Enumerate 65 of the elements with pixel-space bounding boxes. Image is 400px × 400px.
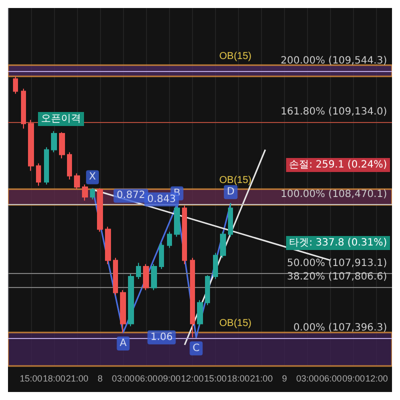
band-label: OB(15) [219,318,252,330]
candlestick [220,231,226,258]
candlestick [97,188,103,232]
x-tick-label: 03:00 [296,374,319,384]
candlestick [13,76,18,94]
candlestick [151,264,157,291]
candlestick [51,130,57,153]
x-tick-label: 06:00 [134,374,158,384]
candlestick [182,205,187,265]
ref-line-label: 38.20% (107,806.6) [286,271,388,282]
band-label: OB(15) [219,174,252,186]
annotation: B [174,188,181,199]
x-tick-label: 03:00 [112,374,134,384]
ref-line-label: 200.00% (109,544.3) [280,55,388,66]
x-tick-label: 9 [282,374,287,384]
candlestick [159,242,164,270]
candlestick [113,257,118,296]
annotation: D [226,186,235,198]
x-tick-label: 15:00 [204,374,227,384]
ref-line-label: 50.00% (107,913.1) [286,258,388,270]
ref-line-label: 100.00% (108,470.1) [280,188,388,200]
x-tick-label: 15:00 [20,374,42,384]
annotation: C [192,342,200,354]
annotation: A [120,338,127,349]
candlestick [21,88,26,130]
annotation: 0.843 [147,194,176,205]
ref-line-label: 0.00% (107,396.3) [293,322,388,334]
x-tick-label: 18:00 [42,374,66,384]
ref-line-label: 161.80% (109,134.0) [280,106,388,118]
candlestick [90,188,95,200]
x-tick-label: 18:00 [227,374,250,384]
annotation: 오픈이격 [41,114,81,124]
candlestick [167,231,172,248]
band-label: OB(15) [219,50,252,62]
candlestick [190,257,195,338]
x-tick-label: 21:00 [250,374,273,384]
candlestick [136,262,141,280]
annotation: X [89,172,96,183]
candlestick [82,184,88,202]
candlestick [120,290,126,333]
candlestick [205,274,210,306]
x-tick-label: 09:00 [158,374,181,384]
x-tick-label: 06:00 [319,374,342,384]
candlestick [105,226,111,265]
candlestick [228,202,233,238]
x-tick-label: 12:00 [181,374,204,384]
candlestick [128,274,134,327]
candlestick [28,119,34,172]
x-tick-label: 09:00 [342,374,365,384]
x-tick-label: 12:00 [365,374,388,384]
x-tick-label: 21:00 [66,374,88,384]
candlestick [59,132,65,159]
candlestick [36,162,41,186]
candlestick [67,152,72,180]
candlestick [143,264,149,291]
candlestick [74,172,80,190]
annotation: 타겟: 337.8 (0.31%) [289,238,388,248]
annotation: 1.06 [150,332,173,343]
candlestick [44,146,49,186]
x-tick-label: 8 [98,374,103,384]
candlestick [213,252,218,280]
candlestick [174,204,180,238]
candlestick [197,300,203,327]
annotation: 0.872 [116,190,146,202]
annotation: 손절: 259.1 (0.24%) [289,160,388,170]
